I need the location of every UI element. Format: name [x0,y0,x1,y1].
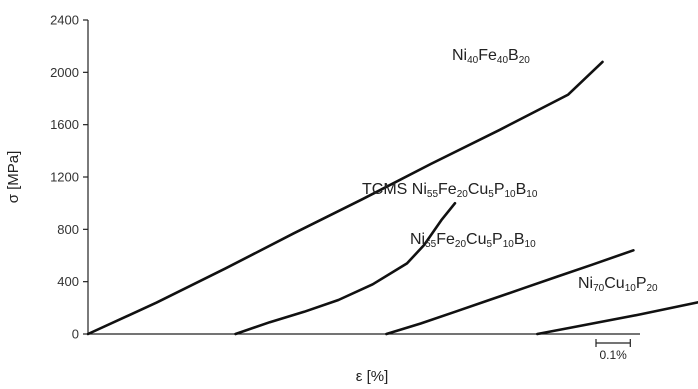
y-tick-label: 1600 [50,117,79,132]
series-label: Ni55Fe20Cu5P10B10 [410,231,536,250]
series-labels: Ni40Fe40B20 TCMS Ni55Fe20Cu5P10B10 Ni55Fe2… [362,47,658,294]
y-tick-label: 400 [57,274,79,289]
series-label: Ni70Cu10P20 [578,275,658,294]
series-line [536,300,698,336]
series-curves [86,60,698,336]
series-line [234,201,457,336]
y-tick-label: 2000 [50,65,79,80]
series-line [86,60,604,336]
series-label: Ni40Fe40B20 [452,47,530,66]
y-tick-label: 0 [72,327,79,342]
x-scale-bar: 0.1% [595,339,631,362]
y-tick-label: 800 [57,222,79,237]
y-tick-label: 2400 [50,13,79,28]
y-tick-label: 1200 [50,170,79,185]
y-axis-ticks: 0 400 800 1200 1600 2000 2400 [50,13,88,342]
series-label: TCMS Ni55Fe20Cu5P10B10 [362,181,538,200]
y-axis-title: σ [MPa] [5,151,22,204]
x-axis-title: ε [%] [356,368,389,385]
scale-bar-label: 0.1% [599,348,627,362]
series-line [385,249,635,336]
